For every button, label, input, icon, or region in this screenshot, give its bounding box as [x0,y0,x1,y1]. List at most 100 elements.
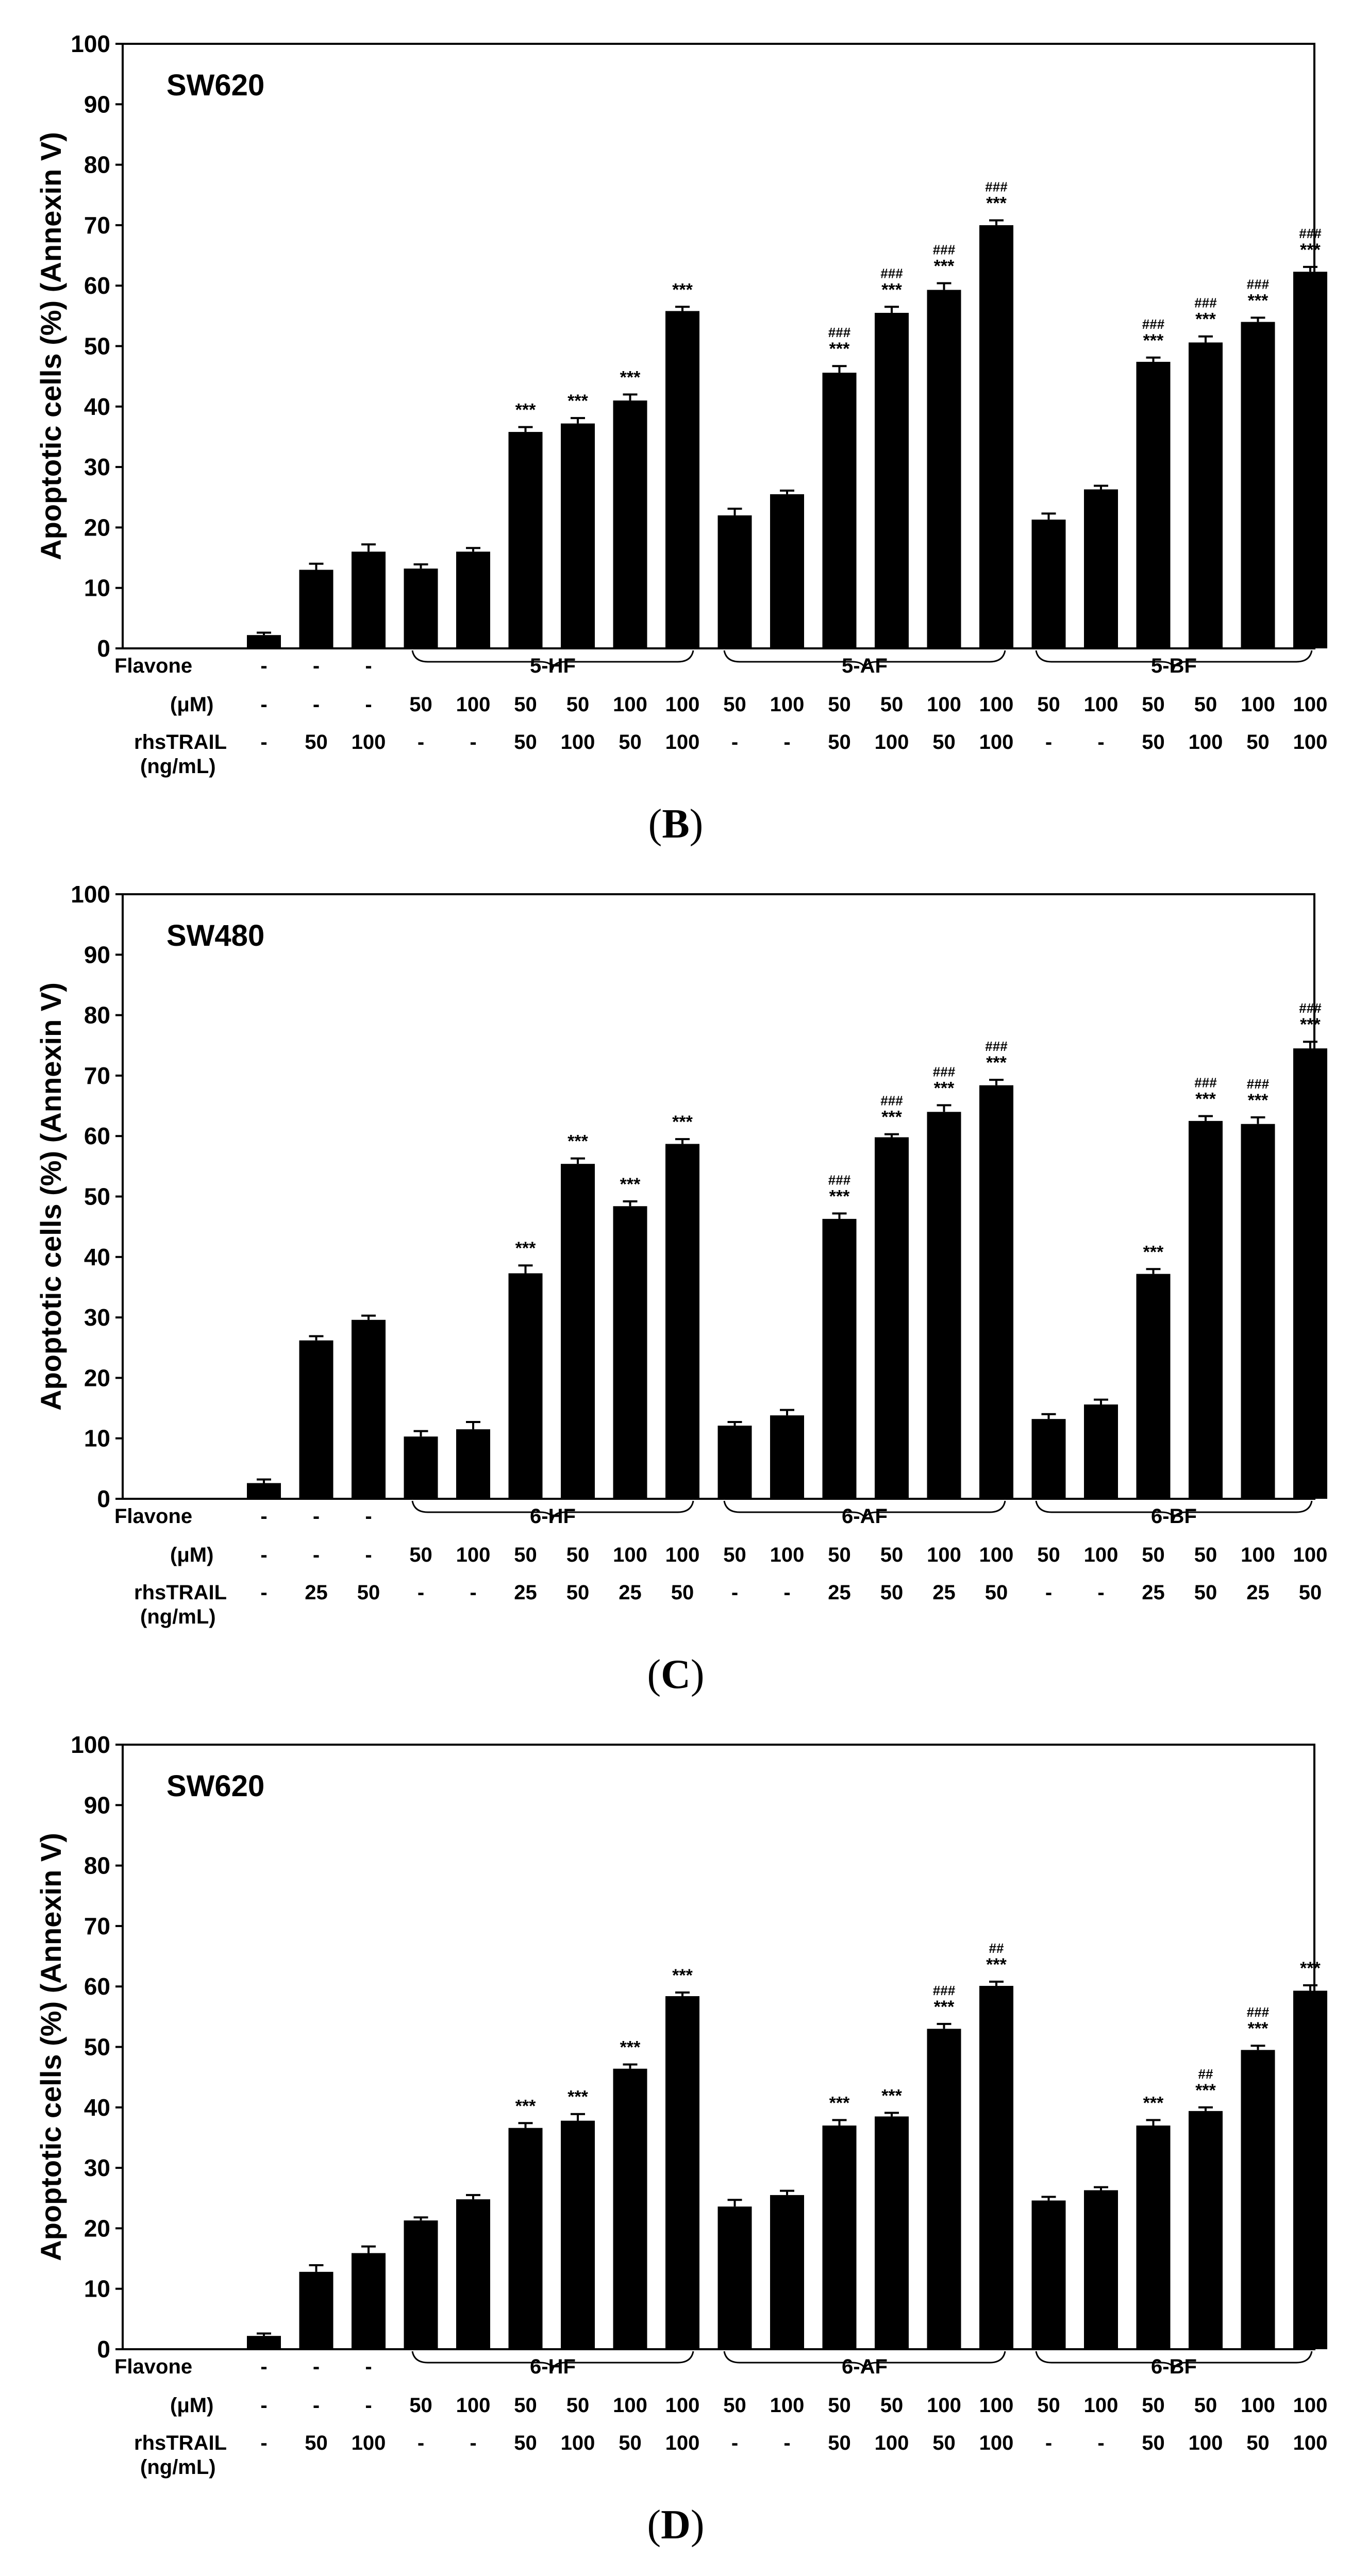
bar [247,635,281,648]
trail-cell: 50 [932,2432,956,2454]
trail-cell: 25 [619,1581,642,1604]
y-tick-label: 20 [84,1364,110,1391]
bar [561,1164,595,1499]
bar [613,2068,647,2349]
trail-cell: - [1097,2432,1104,2454]
cell-line-title: SW620 [166,1769,264,1803]
trail-cell: 50 [514,2432,537,2454]
y-tick-label: 20 [84,514,110,541]
trail-cell: 50 [305,2432,328,2454]
significance-stars: *** [567,2087,588,2107]
conc-cell: 50 [1142,2394,1165,2417]
trail-cell: 50 [1246,731,1270,754]
significance-hash: ## [989,1941,1004,1956]
conc-cell: - [260,1544,267,1566]
conc-cell: 100 [1084,1544,1119,1566]
chart-panel-c: 0 10 20 30 40 50 60 70 80 90 100 Apoptotic cells (%… [35,881,1327,1697]
trail-cell: 50 [566,1581,590,1604]
significance-stars: *** [515,1239,536,1258]
trail-cell: 50 [880,1581,904,1604]
conc-cell: 50 [566,693,590,716]
bar [979,1085,1013,1499]
trail-cell: 25 [305,1581,328,1604]
conc-cell: 100 [927,2394,961,2417]
cell-line-title: SW620 [166,69,264,102]
conc-cell: 100 [665,2394,700,2417]
bar [665,1144,699,1499]
bar [1084,2190,1118,2349]
group-brace [411,2351,694,2371]
panel-letter: (C) [647,1652,704,1697]
trail-cell: - [783,2432,790,2454]
conc-cell: 100 [456,1544,491,1566]
group-label: 6-HF [530,1505,576,1528]
group-brace [411,650,694,671]
conc-cell: - [365,1544,372,1566]
significance-stars: *** [1248,291,1268,310]
conc-cell: 50 [723,2394,746,2417]
conc-cell: 50 [1194,2394,1217,2417]
bar [1084,1404,1118,1499]
significance-hash: ### [1247,1076,1270,1092]
bar [770,494,804,648]
y-tick-label: 70 [84,1913,110,1939]
trail-cell: - [1045,1581,1052,1604]
trail-cell: 25 [932,1581,956,1604]
significance-stars: *** [620,2038,641,2058]
conc-cell: 100 [665,1544,700,1566]
bar [875,2116,909,2349]
conc-cell: 100 [456,693,491,716]
significance-hash: ### [880,1093,903,1109]
y-tick-label: 80 [84,1852,110,1879]
trail-cell: 50 [1142,2432,1165,2454]
significance-hash: ### [1142,316,1165,332]
significance-hash: ### [1194,295,1217,311]
bar [561,2120,595,2349]
conc-cell: 100 [1293,1544,1328,1566]
conc-cell: 100 [927,693,961,716]
significance-stars: *** [672,1112,693,1132]
y-tick-label: 20 [84,2215,110,2242]
y-tick-label: 80 [84,1002,110,1029]
trail-cell: 100 [352,731,386,754]
trail-cell: - [260,2432,267,2454]
significance-hash: ## [1198,2066,1213,2082]
significance-hash: ### [933,1983,956,1998]
trail-cell: 100 [561,2432,595,2454]
significance-stars: *** [1300,240,1321,260]
conc-cell: 50 [566,2394,590,2417]
conc-cell: 50 [1194,693,1217,716]
flavone-cell: - [313,1505,320,1528]
bar [1189,2111,1223,2349]
significance-hash: ### [933,1064,956,1079]
trail-cell: 50 [1142,731,1165,754]
panel-letter: (D) [647,2502,704,2548]
conc-cell: - [365,2394,372,2417]
bar [717,515,752,648]
trail-cell: 25 [514,1581,537,1604]
trail-cell: - [1045,2432,1052,2454]
significance-stars: *** [1248,2019,1268,2038]
trail-cell: 25 [1246,1581,1270,1604]
trail-cell: 50 [828,731,851,754]
significance-stars: *** [829,339,850,359]
significance-hash: ### [1194,1075,1217,1090]
trail-cell: - [418,1581,424,1604]
y-tick-label: 100 [71,30,110,57]
y-tick-label: 40 [84,2094,110,2121]
group-label: 6-BF [1151,2355,1197,2378]
bar [456,2199,490,2349]
bar [508,1273,543,1499]
trail-cell: 100 [1189,2432,1223,2454]
conc-cell: - [365,693,372,716]
conc-cell: 50 [1037,693,1060,716]
y-tick-label: 40 [84,1244,110,1270]
group-brace [723,2351,1006,2371]
chart-panel-b: 0 10 20 30 40 50 60 70 80 90 100 Apoptotic cells (%… [35,30,1327,847]
bar [299,2271,333,2349]
trail-cell: 100 [1293,731,1328,754]
conc-cell: 100 [979,1544,1014,1566]
conc-cell: 50 [1142,1544,1165,1566]
